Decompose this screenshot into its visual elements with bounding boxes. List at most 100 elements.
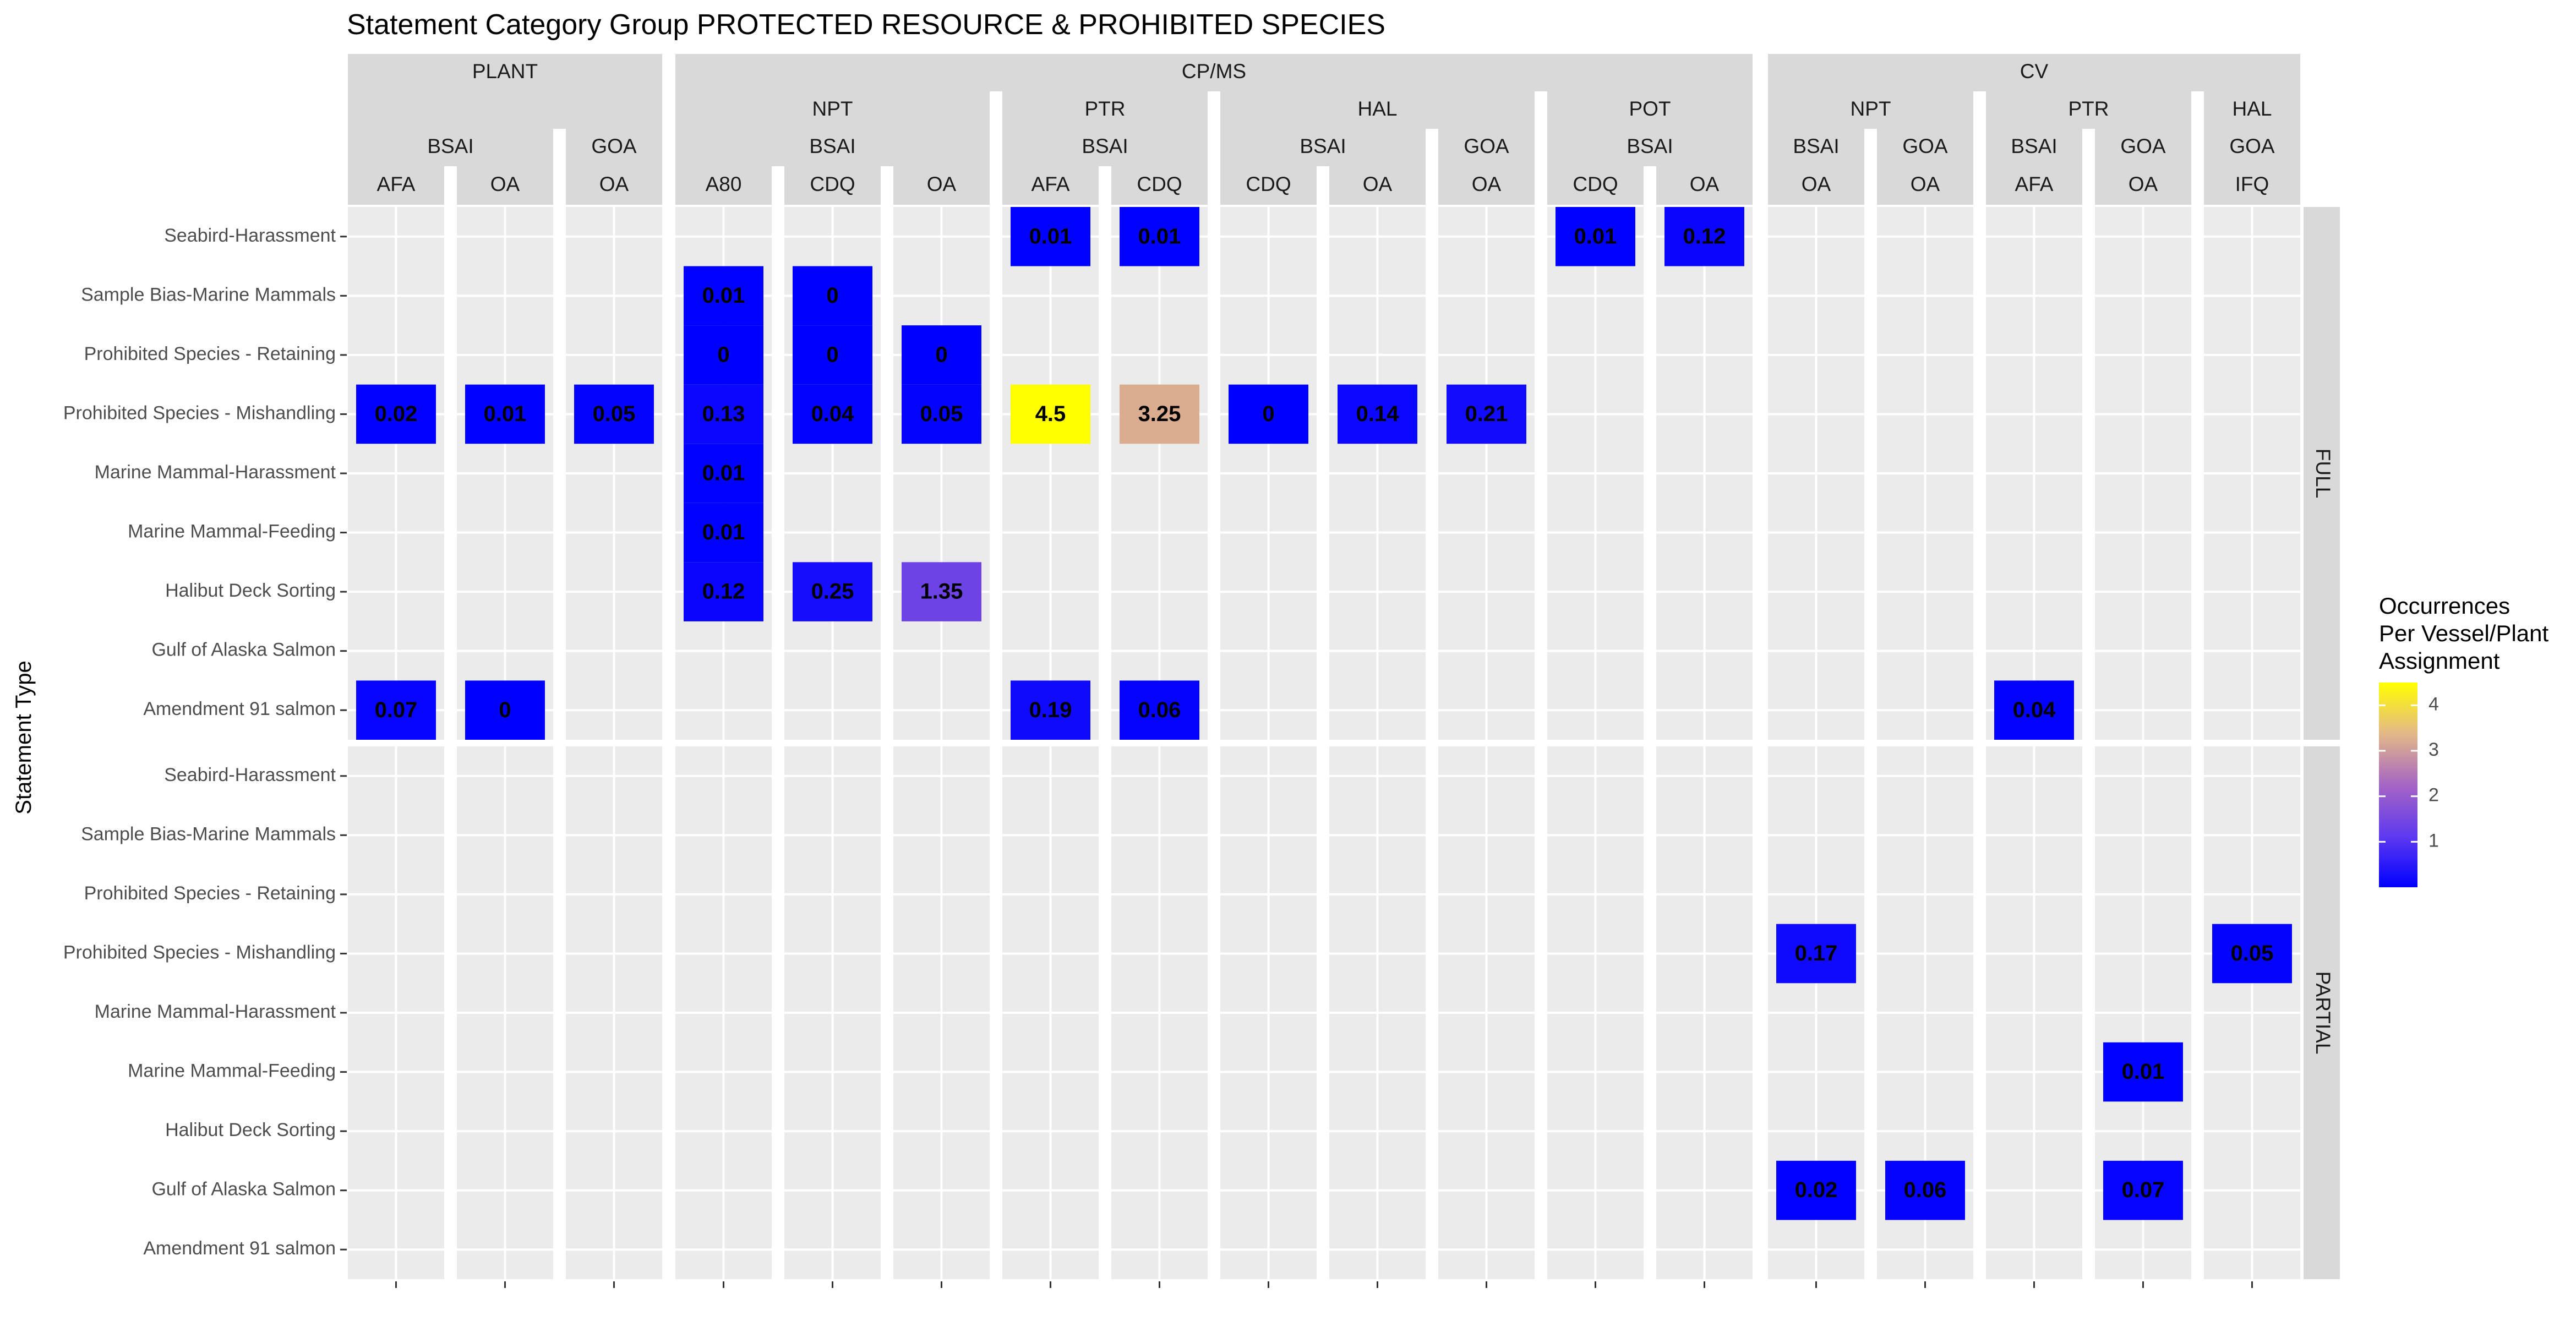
y-tick-label: Amendment 91 salmon xyxy=(143,698,336,719)
strip-bg xyxy=(1438,129,1535,166)
heatmap-cell xyxy=(902,562,981,621)
heatmap-cell-label: 4.5 xyxy=(1035,402,1066,426)
heatmap-cell-label: 0.01 xyxy=(702,520,745,544)
strip-l4-label: CDQ xyxy=(1573,173,1618,195)
chart-title: Statement Category Group PROTECTED RESOU… xyxy=(347,9,1385,41)
strip-l2-label: PTR xyxy=(2069,97,2109,120)
heatmap-cell-label: 0.07 xyxy=(2122,1178,2165,1202)
heatmap-cell xyxy=(1229,384,1308,444)
heatmap-cell xyxy=(1447,384,1526,444)
y-tick-label: Gulf of Alaska Salmon xyxy=(151,1179,336,1200)
strip-bg xyxy=(1547,166,1644,205)
strip-group-bg xyxy=(348,54,662,91)
legend-tick-label: 3 xyxy=(2428,739,2439,760)
strip-l4-label: IFQ xyxy=(2235,173,2269,195)
strip-bg xyxy=(1877,166,1973,205)
heatmap-cell-label: 0 xyxy=(935,342,947,367)
strip-l2-label: POT xyxy=(1629,97,1671,120)
strip-bg xyxy=(457,166,553,205)
strip-l4-label: OA xyxy=(1363,173,1393,195)
heatmap-cell-label: 0.04 xyxy=(811,402,855,426)
strip-l3-label: GOA xyxy=(2120,135,2166,157)
legend-colorbar xyxy=(2379,683,2417,887)
strip-bg xyxy=(2204,129,2300,166)
panel-grid xyxy=(348,207,2300,1279)
strip-l3-label: BSAI xyxy=(1793,135,1839,157)
heatmap-cell xyxy=(684,325,763,385)
y-tick-label: Prohibited Species - Mishandling xyxy=(63,942,336,963)
strip-l4-label: CDQ xyxy=(810,173,855,195)
heatmap-cell-label: 0.01 xyxy=(1138,224,1181,248)
heatmap-cell xyxy=(793,562,872,621)
heatmap-cell-label: 0.02 xyxy=(375,402,418,426)
strip-bg xyxy=(1002,166,1099,205)
strip-l4-label: AFA xyxy=(2015,173,2054,195)
y-tick-label: Sample Bias-Marine Mammals xyxy=(81,823,336,844)
heatmap-cell-label: 0.05 xyxy=(920,402,963,426)
heatmap-cell xyxy=(684,384,763,444)
heatmap-cell xyxy=(356,384,436,444)
heatmap-cell-label: 0.12 xyxy=(1683,224,1726,248)
x-axis-ticks xyxy=(395,1281,2253,1288)
legend-tick-label: 4 xyxy=(2428,694,2439,714)
heatmap-cell xyxy=(1120,680,1199,740)
strip-l4-label: OA xyxy=(927,173,957,195)
heatmap-cell xyxy=(793,384,872,444)
heatmap-cell xyxy=(2103,1160,2183,1220)
y-tick-label: Prohibited Species - Retaining xyxy=(84,883,336,904)
strip-bg xyxy=(1220,91,1535,129)
strip-bg xyxy=(675,91,990,129)
heatmap-cell xyxy=(684,444,763,503)
y-tick-label: Gulf of Alaska Salmon xyxy=(151,640,336,660)
heatmap-cell xyxy=(2103,1042,2183,1102)
row-facet-strip-bg xyxy=(2304,746,2340,1279)
strip-bg xyxy=(1768,91,1973,129)
strip-l3-label: BSAI xyxy=(1082,135,1128,157)
strip-bg xyxy=(1438,166,1535,205)
heatmap-cell xyxy=(1776,1160,1856,1220)
strip-l4-label: CDQ xyxy=(1246,173,1291,195)
strip-bg xyxy=(2204,91,2300,129)
strip-bg xyxy=(566,166,662,205)
y-axis: Seabird-Harassment Sample Bias-Marine Mam… xyxy=(63,225,347,1259)
strip-l3-label: GOA xyxy=(1902,135,1948,157)
strip-bg xyxy=(348,129,553,166)
strip-bg xyxy=(1002,91,1208,129)
strip-bg xyxy=(348,166,444,205)
y-tick-label: Halibut Deck Sorting xyxy=(165,1120,336,1140)
heatmap-cell xyxy=(1885,1160,1965,1220)
y-tick-label: Seabird-Harassment xyxy=(164,765,336,785)
heatmap-cells: 0.01 0.01 0.01 0.12 0.01 0 0 0 0 0.02 0.01 0.05 0.13… xyxy=(356,207,2292,1220)
strip-bg xyxy=(893,166,990,205)
strip-l4-label: AFA xyxy=(377,173,416,195)
heatmap-cell-label: 0.13 xyxy=(702,402,745,426)
heatmap-cell xyxy=(684,266,763,326)
strip-l4-label: OA xyxy=(2129,173,2158,195)
heatmap-cell xyxy=(793,266,872,326)
heatmap-cell xyxy=(1994,680,2074,740)
strip-l3-label: BSAI xyxy=(1627,135,1673,157)
heatmap-cell-label: 0 xyxy=(1262,402,1274,426)
strip-bg xyxy=(1547,91,1753,129)
y-tick-label: Marine Mammal-Feeding xyxy=(128,1061,336,1082)
strip-l2-label: HAL xyxy=(2233,97,2272,120)
y-tick-label: Prohibited Species - Retaining xyxy=(84,343,336,364)
strip-l4-label: OA xyxy=(1802,173,1831,195)
strip-bg xyxy=(1002,129,1208,166)
strip-bg xyxy=(1220,129,1426,166)
legend-tick-label: 1 xyxy=(2428,830,2439,851)
legend-title-line: Per Vessel/Plant xyxy=(2379,620,2549,646)
strip-group-label: CP/MS xyxy=(1182,60,1246,83)
heatmap-cell-label: 0.01 xyxy=(2122,1060,2165,1084)
strip-l3-label: BSAI xyxy=(809,135,855,157)
legend-title-line: Assignment xyxy=(2379,648,2500,674)
heatmap-cell-label: 0.01 xyxy=(1574,224,1617,248)
strip-bg xyxy=(1986,129,2082,166)
heatmap-cell-label: 0.01 xyxy=(702,283,745,308)
heatmap-cell xyxy=(1011,680,1090,740)
heatmap-cell xyxy=(1556,207,1635,266)
heatmap-cell-label: 0 xyxy=(826,283,838,308)
heatmap-cell-label: 0.14 xyxy=(1356,402,1400,426)
strip-bg xyxy=(566,129,662,166)
strip-l3-label: BSAI xyxy=(427,135,473,157)
